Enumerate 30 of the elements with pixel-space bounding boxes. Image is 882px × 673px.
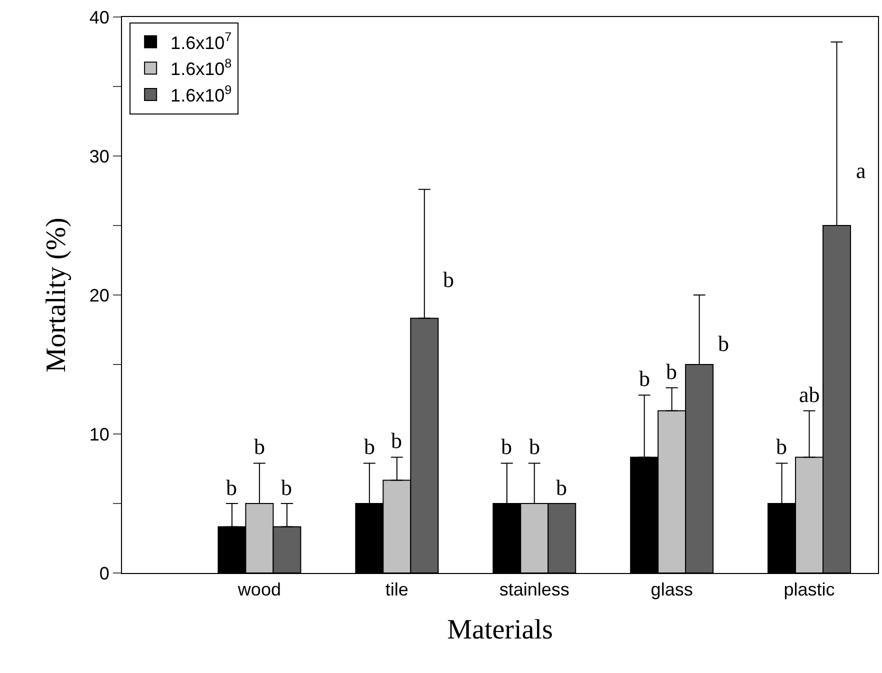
data-label: b xyxy=(501,434,512,459)
data-label: b xyxy=(443,267,454,292)
data-label: b xyxy=(639,366,650,391)
data-label: b xyxy=(254,434,265,459)
y-tick-label: 10 xyxy=(89,424,110,444)
legend-label: 1.6x10$^{7}$ xyxy=(170,30,232,53)
data-label: b xyxy=(666,359,677,384)
data-label: b xyxy=(281,475,292,500)
x-tick-label: stainless xyxy=(499,580,570,600)
data-label: b xyxy=(364,434,375,459)
y-axis-title: Mortality (%) xyxy=(41,218,72,372)
x-axis-title: Materials xyxy=(447,614,553,646)
data-label: a xyxy=(856,158,866,183)
y-tick-label: 40 xyxy=(89,7,110,28)
x-tick-label: plastic xyxy=(784,580,835,600)
y-tick-label: 20 xyxy=(89,285,110,306)
data-label: b xyxy=(529,434,540,459)
data-label: b xyxy=(776,434,787,459)
data-label: b xyxy=(226,475,237,500)
y-tick-label: 0 xyxy=(99,563,110,584)
data-label: b xyxy=(718,331,729,356)
x-tick-label: wood xyxy=(236,580,281,600)
legend-label: 1.6x10$^{8}$ xyxy=(170,56,232,80)
x-tick-label: glass xyxy=(650,580,693,600)
legend-label: 1.6x10$^{9}$ xyxy=(170,83,232,106)
data-label: b xyxy=(556,475,567,500)
data-label: ab xyxy=(799,382,820,407)
x-tick-label: tile xyxy=(385,580,408,600)
y-tick-label: 30 xyxy=(89,146,110,166)
data-label: b xyxy=(391,428,402,453)
